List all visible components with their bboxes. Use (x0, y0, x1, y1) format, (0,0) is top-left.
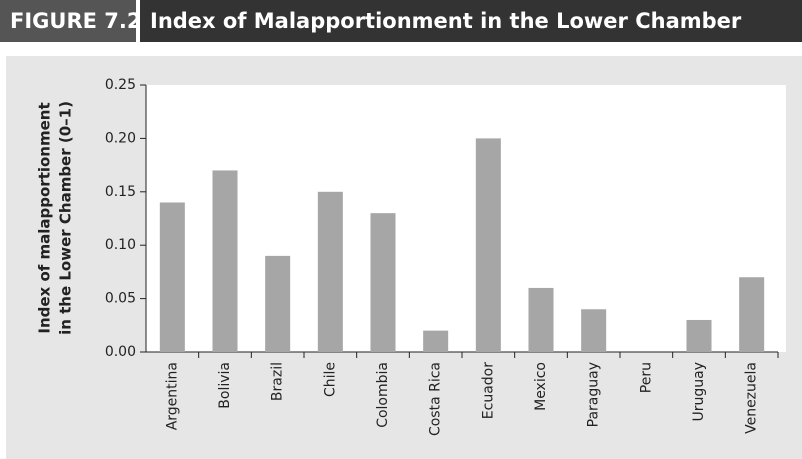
bar (370, 213, 396, 352)
title-box (140, 0, 802, 42)
y-axis-label: in the Lower Chamber (0–1) (57, 101, 75, 335)
bar (423, 330, 449, 352)
x-tick-label: Argentina (164, 362, 180, 430)
y-tick-label: 0.00 (105, 344, 136, 360)
x-tick-label: Colombia (375, 362, 391, 428)
bar (265, 255, 291, 352)
bar (739, 277, 765, 352)
y-tick-label: 0.15 (105, 184, 136, 200)
y-tick-label: 0.25 (105, 77, 136, 93)
x-tick-label: Ecuador (480, 362, 496, 419)
x-tick-label: Chile (322, 362, 338, 397)
bar (159, 202, 185, 352)
y-tick-label: 0.20 (105, 130, 136, 146)
x-tick-label: Peru (638, 362, 654, 393)
bar (317, 191, 343, 352)
bar (686, 319, 712, 352)
x-tick-label: Paraguay (586, 362, 602, 427)
y-tick-label: 0.05 (105, 291, 136, 307)
x-tick-label: Mexico (533, 362, 549, 411)
figure-label: FIGURE 7.2 (10, 9, 141, 33)
y-tick-label: 0.10 (105, 237, 136, 253)
bar (528, 287, 554, 352)
x-tick-label: Costa Rica (428, 362, 444, 436)
x-tick-label: Venezuela (744, 362, 760, 434)
figure-label-box (0, 0, 136, 42)
plot-area (146, 85, 786, 352)
chart-title: Index of Malapportionment in the Lower C… (150, 9, 742, 33)
x-tick-label: Bolivia (217, 362, 233, 409)
bar (475, 138, 501, 352)
x-tick-label: Uruguay (691, 362, 707, 422)
y-axis-label: Index of malapportionment (36, 102, 54, 333)
bar (212, 170, 238, 352)
bar (581, 309, 607, 352)
x-tick-label: Brazil (270, 362, 286, 401)
